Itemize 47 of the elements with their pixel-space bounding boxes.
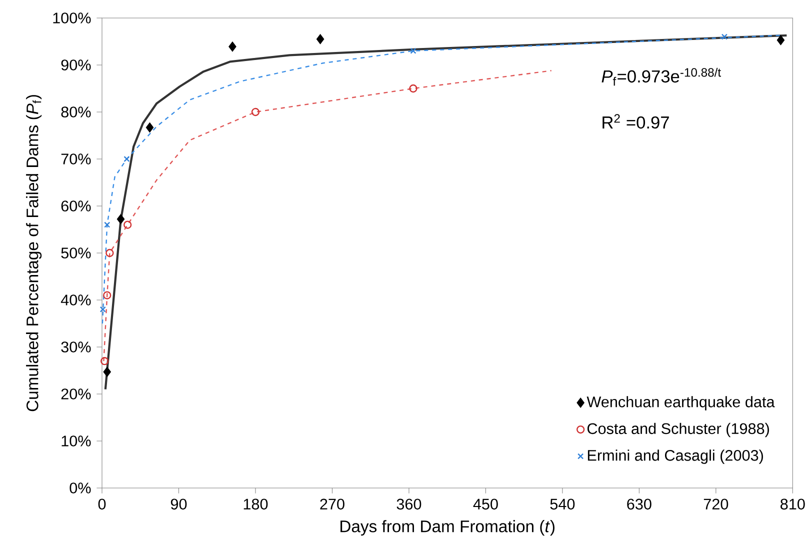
- point: [100, 306, 106, 312]
- x-tick-label: 630: [627, 498, 652, 510]
- point: [103, 291, 112, 300]
- x-tick-label: 180: [244, 498, 268, 510]
- point: [106, 248, 114, 258]
- y-axis-title: Cumulated Percentage of Failed Dams (P$_{f}$): [26, 95, 42, 412]
- point: [410, 48, 416, 54]
- x-tick-label: 360: [396, 498, 422, 510]
- point: [116, 214, 125, 224]
- x-tick-label: 720: [704, 498, 728, 510]
- y-tick-label: 80%: [61, 106, 91, 118]
- x-tick-label: 270: [320, 498, 344, 510]
- x-tick-label: 540: [550, 498, 575, 510]
- line-series: [104, 34, 788, 390]
- y-tick-label: 30%: [61, 342, 91, 352]
- point: [124, 156, 130, 162]
- y-tick-label: 0%: [70, 482, 91, 494]
- x-axis-title: Days from Dam Fromation (t): [340, 520, 554, 536]
- point: [103, 367, 111, 377]
- point: [100, 357, 109, 366]
- point: [124, 220, 132, 229]
- y-tick-label: 40%: [60, 294, 91, 306]
- point: [146, 122, 154, 132]
- legend-label: Ermini and Casagli (2003): [588, 450, 763, 464]
- x-tick-label: 450: [473, 498, 498, 510]
- y-tick-label: 100%: [53, 12, 91, 24]
- legend-label: Costa and Schuster (1988): [587, 422, 769, 438]
- y-tick-label: 20%: [61, 388, 91, 400]
- legend-label: Wenchuan earthquake data: [586, 396, 775, 410]
- x-tick-label: 810: [780, 498, 805, 510]
- annotation: R$^{2}$ =0.97: [602, 114, 669, 129]
- point: [409, 84, 418, 93]
- y-tick-label: 10%: [62, 436, 91, 446]
- point: [104, 222, 110, 228]
- line-series: [103, 70, 552, 362]
- y-tick-label: 70%: [61, 154, 91, 164]
- annotation: P$_{f}$=0.973e$^{-10.88/t}$: [602, 68, 721, 86]
- point: [228, 42, 236, 52]
- point: [776, 35, 785, 45]
- y-tick-label: 90%: [61, 60, 91, 70]
- point: [721, 34, 728, 40]
- point: [316, 34, 324, 44]
- x-tick-label: 0: [98, 498, 106, 510]
- x-tick-label: 90: [170, 498, 187, 510]
- y-tick-label: 50%: [61, 248, 91, 258]
- point: [251, 108, 260, 116]
- y-tick-label: 60%: [61, 200, 91, 212]
